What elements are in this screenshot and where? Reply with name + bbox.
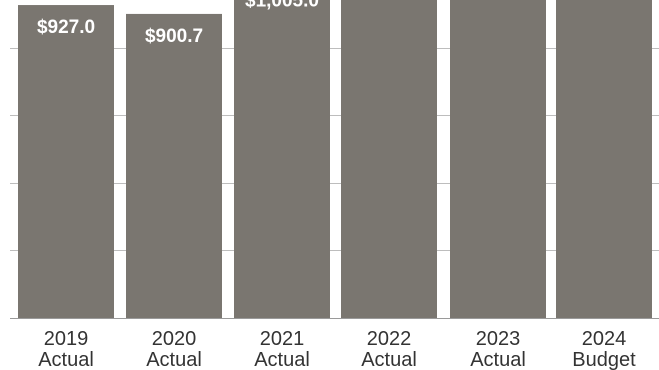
x-tick-label-year: 2019 bbox=[44, 328, 89, 350]
x-tick-label-year: 2021 bbox=[260, 328, 305, 350]
bar bbox=[18, 5, 114, 318]
bar bbox=[341, 0, 437, 319]
bars bbox=[18, 0, 652, 319]
bar bbox=[556, 0, 652, 318]
x-tick-label-type: Actual bbox=[254, 349, 310, 370]
bar bbox=[234, 0, 330, 318]
x-tick-label-type: Actual bbox=[146, 349, 202, 370]
x-tick-label-year: 2023 bbox=[476, 328, 521, 350]
bar bbox=[450, 0, 546, 319]
bar-value-label: $900.7 bbox=[145, 26, 203, 47]
bar-value-labels: $927.0$900.7$1,005.0$1,102.2$1,245.5$1,3… bbox=[37, 0, 319, 47]
x-tick-label-type: Actual bbox=[38, 349, 94, 370]
x-tick-label-year: 2024 bbox=[582, 328, 627, 350]
x-tick-label-type: Actual bbox=[361, 349, 417, 370]
bar-value-label: $927.0 bbox=[37, 17, 95, 38]
y-gridlines bbox=[10, 48, 659, 319]
x-tick-label-year: 2020 bbox=[152, 328, 197, 350]
x-axis-tick-labels: 2019Actual2020Actual2021Actual2022Actual… bbox=[38, 328, 636, 370]
bar bbox=[126, 13, 222, 319]
x-tick-label-type: Budget bbox=[572, 349, 636, 370]
x-tick-label-type: Actual bbox=[470, 349, 526, 370]
bar-value-label: $1,005.0 bbox=[245, 0, 319, 12]
x-tick-label-year: 2022 bbox=[367, 328, 412, 350]
